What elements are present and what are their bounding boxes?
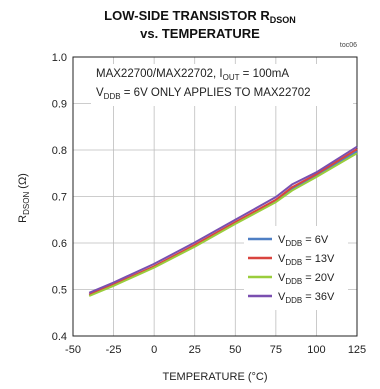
x-tick-label: 25 — [189, 344, 201, 356]
x-axis-label: TEMPERATURE (°C) — [162, 371, 267, 383]
legend-label-3: VDDB = 20V — [278, 272, 335, 286]
y-axis-label: RDSON (Ω) — [17, 173, 31, 223]
x-tick-labels: -50 -25 0 25 50 75 100 125 — [65, 344, 366, 356]
chart-title-line2: vs. TEMPERATURE — [140, 26, 260, 41]
legend-label-4: VDDB = 36V — [278, 291, 335, 305]
x-tick-label: -25 — [106, 344, 122, 356]
series-group — [88, 145, 358, 297]
x-tick-label: 100 — [307, 344, 325, 356]
y-tick-labels: 0.4 0.5 0.6 0.7 0.8 0.9 1.0 — [52, 52, 67, 343]
y-tick-label: 0.8 — [52, 145, 67, 157]
annotation-line1: MAX22700/MAX22702, IOUT = 100mA — [96, 68, 289, 82]
legend-label-2: VDDB = 13V — [278, 253, 335, 267]
legend: VDDB = 6V VDDB = 13V VDDB = 20V VDDB = 36V — [244, 226, 348, 310]
x-tick-label: 125 — [348, 344, 366, 356]
chart-title-line1: LOW-SIDE TRANSISTOR RDSON — [104, 8, 296, 25]
annotation-line2: VDDB = 6V ONLY APPLIES TO MAX22702 — [96, 87, 311, 101]
legend-label-1: VDDB = 6V — [278, 234, 329, 248]
y-tick-label: 0.9 — [52, 99, 67, 111]
y-tick-label: 0.5 — [52, 285, 67, 297]
series-line-3 — [88, 152, 358, 297]
y-tick-label: 0.6 — [52, 238, 67, 250]
figure-id: toc06 — [340, 42, 357, 49]
plot-frame — [72, 56, 358, 337]
x-tick-label: 75 — [270, 344, 282, 356]
y-tick-label: 1.0 — [52, 52, 67, 64]
annotation-background — [91, 64, 353, 106]
series-line-4 — [88, 145, 358, 294]
series-line-2 — [88, 148, 358, 296]
x-tick-label: 0 — [151, 344, 157, 356]
x-tick-label: 50 — [229, 344, 241, 356]
x-tick-label: -50 — [65, 344, 81, 356]
y-tick-label: 0.7 — [52, 192, 67, 204]
y-tick-label: 0.4 — [52, 331, 67, 343]
